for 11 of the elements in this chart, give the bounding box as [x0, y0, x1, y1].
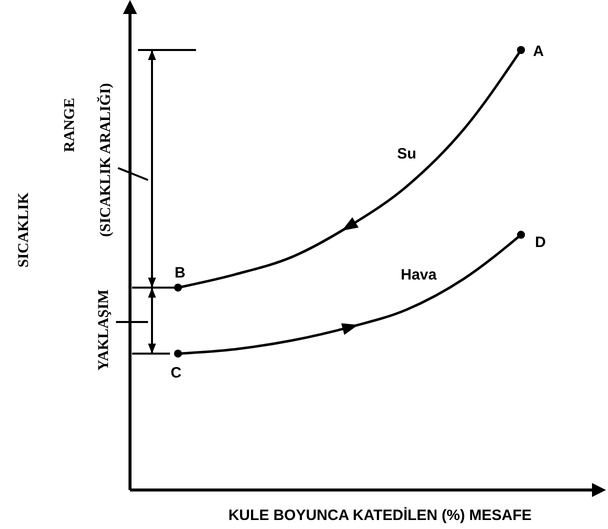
text: (SICAKLIK ARALIĞI) [96, 83, 114, 237]
series-label: Hava [400, 266, 438, 284]
annotation: B [174, 264, 186, 282]
text: SICAKLIK [16, 192, 32, 268]
series-label: Su [397, 145, 416, 162]
x-axis-title: KULE BOYUNCA KATEDİLEN (%) MESAFE [228, 507, 532, 524]
annotation: D [535, 234, 546, 251]
text: RANGE [62, 98, 78, 152]
annotation: A [533, 43, 544, 60]
annotation: C [170, 364, 182, 382]
text: YAKLAŞIM [96, 289, 112, 371]
